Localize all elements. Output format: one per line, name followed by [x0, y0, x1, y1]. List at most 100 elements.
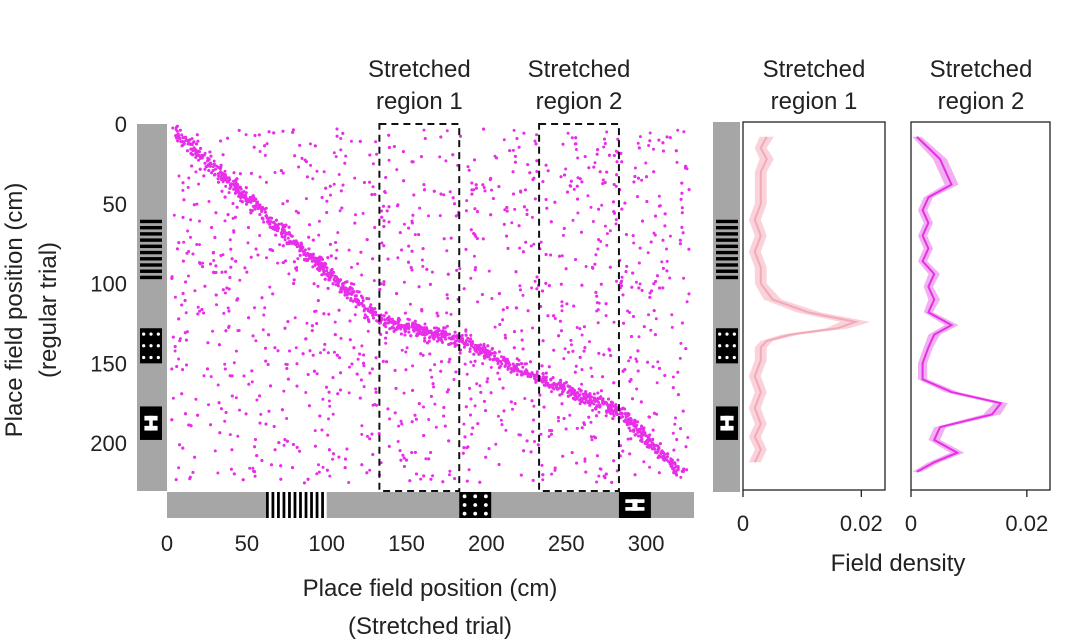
scatter-point	[412, 193, 416, 197]
scatter-point	[466, 445, 470, 449]
scatter-point	[468, 350, 472, 353]
scatter-point	[636, 195, 639, 199]
scatter-point	[194, 397, 198, 401]
scatter-point	[588, 403, 592, 407]
scatter-point	[229, 182, 233, 186]
density-title-line1: Stretched	[930, 56, 1033, 83]
scatter-point	[356, 357, 360, 361]
scatter-point	[535, 287, 539, 291]
scatter-point	[479, 390, 483, 394]
scatter-point	[472, 254, 476, 258]
scatter-point	[503, 208, 507, 212]
scatter-point	[335, 277, 339, 281]
scatter-point	[224, 411, 228, 414]
scatter-point	[462, 422, 466, 426]
scatter-point	[348, 338, 352, 342]
scatter-point	[193, 455, 197, 459]
scatter-point	[400, 348, 404, 352]
scatter-point	[535, 372, 539, 376]
scatter-point	[679, 427, 682, 431]
scatter-point	[387, 158, 391, 162]
scatter-point	[362, 181, 366, 184]
scatter-point	[474, 349, 478, 353]
scatter-point	[654, 214, 657, 218]
scatter-point	[326, 433, 330, 437]
scatter-point	[489, 391, 493, 395]
scatter-point	[217, 180, 220, 184]
scatter-point	[603, 142, 607, 145]
scatter-point	[532, 404, 536, 408]
scatter-point	[622, 321, 626, 325]
scatter-point	[637, 335, 641, 339]
scatter-point	[509, 400, 513, 404]
scatter-point	[571, 396, 575, 400]
scatter-point	[338, 209, 342, 213]
scatter-point	[366, 307, 370, 311]
scatter-point	[652, 411, 656, 415]
scatter-point	[404, 350, 408, 354]
scatter-point	[485, 355, 489, 359]
scatter-point	[520, 362, 523, 366]
scatter-point	[234, 349, 238, 353]
scatter-point	[185, 251, 189, 255]
scatter-point	[478, 384, 482, 388]
scatter-point	[558, 254, 561, 258]
scatter-point	[559, 378, 563, 382]
scatter-point	[196, 139, 200, 143]
scatter-point	[238, 172, 242, 176]
block-cue-icon	[618, 492, 651, 518]
scatter-point	[227, 324, 231, 328]
scatter-point	[325, 211, 329, 214]
scatter-point	[402, 222, 406, 226]
scatter-point	[465, 479, 469, 483]
scatter-point	[250, 197, 254, 201]
scatter-point	[610, 480, 614, 484]
grating-cue-icon	[716, 219, 738, 280]
scatter-point	[362, 304, 366, 308]
scatter-point	[371, 257, 375, 261]
scatter-point	[285, 367, 289, 370]
scatter-point	[208, 150, 212, 154]
scatter-point	[614, 411, 618, 415]
scatter-point	[325, 273, 329, 277]
scatter-point	[597, 238, 601, 242]
scatter-point	[214, 167, 218, 171]
scatter-point	[234, 184, 238, 188]
scatter-point	[198, 309, 202, 313]
scatter-point	[652, 147, 655, 151]
scatter-point	[290, 234, 294, 238]
scatter-point	[305, 175, 309, 179]
scatter-point	[217, 165, 220, 169]
scatter-point	[242, 193, 246, 197]
scatter-point	[461, 340, 465, 344]
scatter-point	[535, 170, 539, 173]
scatter-point	[442, 414, 446, 418]
scatter-point	[620, 160, 624, 164]
scatter-point	[352, 282, 356, 286]
scatter-point	[387, 444, 391, 448]
scatter-point	[223, 362, 227, 366]
scatter-point	[201, 265, 204, 269]
scatter-point	[442, 406, 446, 409]
scatter-point	[519, 189, 523, 193]
scatter-point	[417, 233, 421, 237]
scatter-point	[520, 373, 524, 377]
scatter-point	[189, 424, 193, 428]
scatter-point	[287, 272, 291, 276]
scatter-point	[232, 361, 236, 365]
scatter-point	[401, 150, 405, 154]
scatter-point	[535, 374, 539, 378]
scatter-point	[442, 237, 446, 241]
scatter-point	[637, 176, 640, 180]
scatter-point	[182, 240, 186, 244]
scatter-point	[625, 264, 629, 268]
scatter-point	[584, 265, 588, 268]
scatter-point	[248, 466, 252, 470]
scatter-point	[604, 302, 608, 306]
scatter-point	[601, 375, 605, 379]
scatter-point	[564, 380, 568, 384]
scatter-point	[170, 418, 174, 422]
scatter-point	[339, 148, 343, 152]
scatter-point	[470, 181, 474, 185]
scatter-point	[647, 415, 651, 419]
